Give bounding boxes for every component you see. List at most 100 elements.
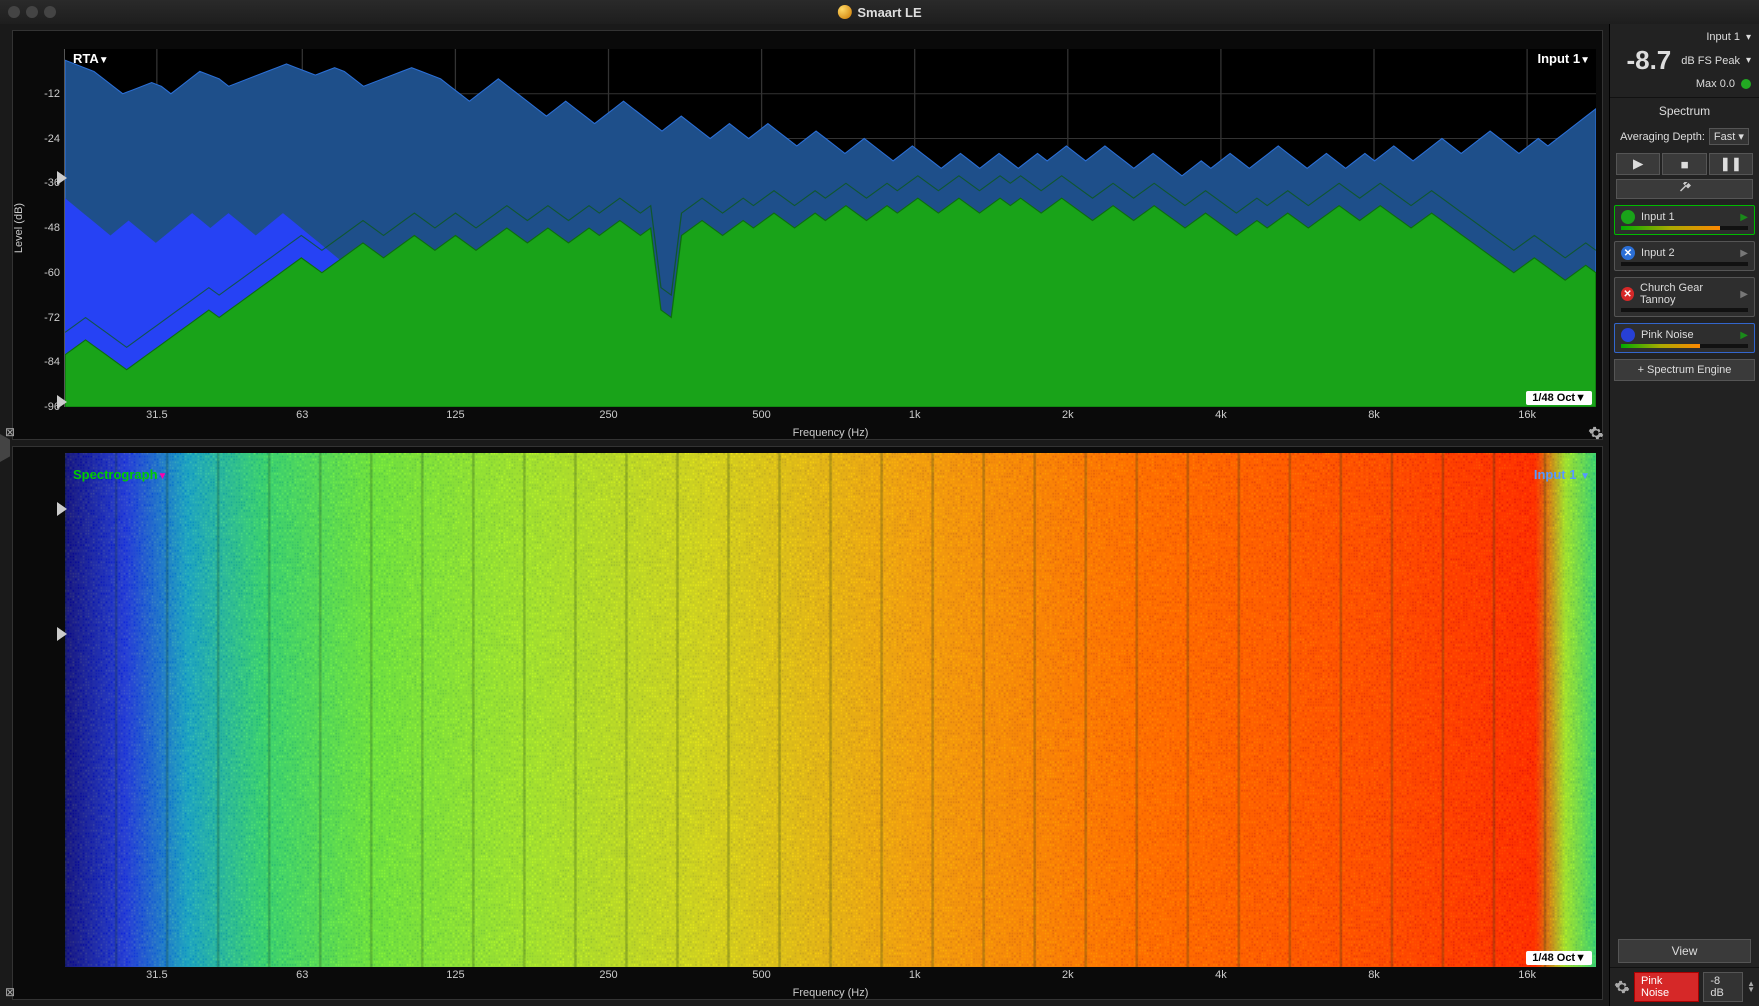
input-selector[interactable]: Input 1 xyxy=(1706,31,1740,43)
spectro-title[interactable]: Spectrograph▼ xyxy=(73,467,167,482)
x-tick: 2k xyxy=(1062,409,1074,421)
input-name: Input 2 xyxy=(1641,247,1675,259)
spectro-y-axis xyxy=(13,465,65,967)
play-button[interactable]: ▶ xyxy=(1616,153,1660,175)
x-icon: ✕ xyxy=(1621,246,1635,260)
spectro-oct-badge[interactable]: 1/48 Oct▼ xyxy=(1526,951,1592,965)
y-tick: -60 xyxy=(44,267,60,279)
spectro-x-axis: 31.5631252505001k2k4k8k16k xyxy=(65,969,1596,985)
averaging-select[interactable]: Fast ▾ xyxy=(1709,128,1749,145)
x-icon: ✕ xyxy=(1621,287,1634,301)
x-tick: 1k xyxy=(909,969,921,981)
spectro-close-icon[interactable]: ⊠ xyxy=(3,985,17,999)
meter-header: Input 1 ▾ -8.7 dB FS Peak ▾ Max 0.0 xyxy=(1610,24,1759,98)
x-tick: 16k xyxy=(1518,969,1536,981)
input-item[interactable]: Input 1 ▶ xyxy=(1614,205,1755,235)
gear-icon[interactable] xyxy=(1614,979,1630,995)
rta-title[interactable]: RTA▼ xyxy=(73,51,109,66)
x-tick: 8k xyxy=(1368,409,1380,421)
rta-x-label: Frequency (Hz) xyxy=(65,427,1596,439)
app-title-text: Smaart LE xyxy=(857,5,921,20)
noise-db-value[interactable]: -8 dB xyxy=(1703,972,1743,1002)
x-tick: 2k xyxy=(1062,969,1074,981)
db-value: -8.7 xyxy=(1626,45,1671,76)
play-icon[interactable]: ▶ xyxy=(1740,289,1748,300)
x-tick: 16k xyxy=(1518,409,1536,421)
y-tick: -12 xyxy=(44,88,60,100)
spectro-marker-1[interactable] xyxy=(57,502,67,516)
spectro-marker-2[interactable] xyxy=(57,627,67,641)
x-tick: 31.5 xyxy=(146,969,167,981)
rta-marker-bottom[interactable] xyxy=(57,395,67,409)
y-tick: -24 xyxy=(44,133,60,145)
y-tick: -84 xyxy=(44,356,60,368)
x-tick: 125 xyxy=(446,409,464,421)
rta-x-axis: 31.5 63 125 250 500 1k 2k 4k 8k 16k xyxy=(65,409,1596,425)
input-item[interactable]: ✕ Church Gear Tannoy ▶ xyxy=(1614,277,1755,317)
y-tick: -72 xyxy=(44,312,60,324)
pause-button[interactable]: ❚❚ xyxy=(1709,153,1753,175)
chevron-down-icon[interactable]: ▾ xyxy=(1746,55,1751,66)
play-icon[interactable]: ▶ xyxy=(1740,248,1748,259)
tools-button[interactable] xyxy=(1616,179,1753,199)
rta-source[interactable]: Input 1▼ xyxy=(1537,51,1590,66)
input-name: Input 1 xyxy=(1641,211,1675,223)
max-label: Max 0.0 xyxy=(1696,78,1735,90)
footer-bar: Pink Noise -8 dB ▲▼ xyxy=(1610,967,1759,1006)
add-engine-button[interactable]: + Spectrum Engine xyxy=(1614,359,1755,381)
x-tick: 4k xyxy=(1215,969,1227,981)
status-dot-icon xyxy=(1741,79,1751,89)
right-panel: Input 1 ▾ -8.7 dB FS Peak ▾ Max 0.0 Spect… xyxy=(1609,24,1759,1006)
chevron-down-icon[interactable]: ▾ xyxy=(1746,32,1751,43)
x-tick: 250 xyxy=(599,969,617,981)
y-tick: -48 xyxy=(44,222,60,234)
input-list: Input 1 ▶ ✕ Input 2 ▶ ✕ Church Gear Tann… xyxy=(1610,205,1759,353)
level-meter xyxy=(1621,308,1748,312)
rta-pane: RTA▼ Input 1▼ 1/48 Oct▼ ⊠ Level (dB) -12… xyxy=(12,30,1603,440)
pink-noise-button[interactable]: Pink Noise xyxy=(1634,972,1699,1002)
rta-close-icon[interactable]: ⊠ xyxy=(3,425,17,439)
play-icon[interactable]: ▶ xyxy=(1740,330,1748,341)
spectrograph-pane: Spectrograph▼ Input 1 ▼ 1/48 Oct▼ ⊠ 31.5… xyxy=(12,446,1603,1000)
x-tick: 500 xyxy=(752,409,770,421)
view-button[interactable]: View xyxy=(1618,939,1751,963)
input-name: Church Gear Tannoy xyxy=(1640,282,1734,306)
averaging-row: Averaging Depth: Fast ▾ xyxy=(1610,124,1759,149)
app-icon xyxy=(837,5,851,19)
x-tick: 31.5 xyxy=(146,409,167,421)
x-tick: 4k xyxy=(1215,409,1227,421)
x-tick: 8k xyxy=(1368,969,1380,981)
play-icon[interactable]: ▶ xyxy=(1740,212,1748,223)
input-item[interactable]: Pink Noise ▶ xyxy=(1614,323,1755,353)
x-tick: 1k xyxy=(909,409,921,421)
rta-plot[interactable] xyxy=(65,49,1596,407)
titlebar: Smaart LE xyxy=(0,0,1759,24)
spectro-source[interactable]: Input 1 ▼ xyxy=(1534,467,1590,482)
window-controls xyxy=(8,6,56,18)
input-item[interactable]: ✕ Input 2 ▶ xyxy=(1614,241,1755,271)
db-spinner[interactable]: ▲▼ xyxy=(1747,981,1755,993)
rta-y-label: Level (dB) xyxy=(13,203,25,253)
level-meter xyxy=(1621,344,1748,348)
chart-column: RTA▼ Input 1▼ 1/48 Oct▼ ⊠ Level (dB) -12… xyxy=(0,24,1609,1006)
app-title: Smaart LE xyxy=(837,5,921,20)
stop-button[interactable]: ■ xyxy=(1662,153,1706,175)
db-units[interactable]: dB FS Peak xyxy=(1681,55,1740,67)
x-tick: 250 xyxy=(599,409,617,421)
x-tick: 125 xyxy=(446,969,464,981)
x-tick: 63 xyxy=(296,409,308,421)
rta-y-axis: Level (dB) -12-24-36-48-60-72-84-96 xyxy=(13,49,65,407)
spectro-x-label: Frequency (Hz) xyxy=(65,987,1596,999)
spectro-plot[interactable] xyxy=(65,453,1596,967)
spectrum-section-title: Spectrum xyxy=(1610,98,1759,124)
input-name: Pink Noise xyxy=(1641,329,1694,341)
rta-marker[interactable] xyxy=(57,171,67,185)
rta-oct-badge[interactable]: 1/48 Oct▼ xyxy=(1526,391,1592,405)
color-swatch-icon xyxy=(1621,210,1635,224)
minimize-window-icon[interactable] xyxy=(26,6,38,18)
close-window-icon[interactable] xyxy=(8,6,20,18)
x-tick: 500 xyxy=(752,969,770,981)
main-area: RTA▼ Input 1▼ 1/48 Oct▼ ⊠ Level (dB) -12… xyxy=(0,24,1759,1006)
level-meter xyxy=(1621,226,1748,230)
maximize-window-icon[interactable] xyxy=(44,6,56,18)
